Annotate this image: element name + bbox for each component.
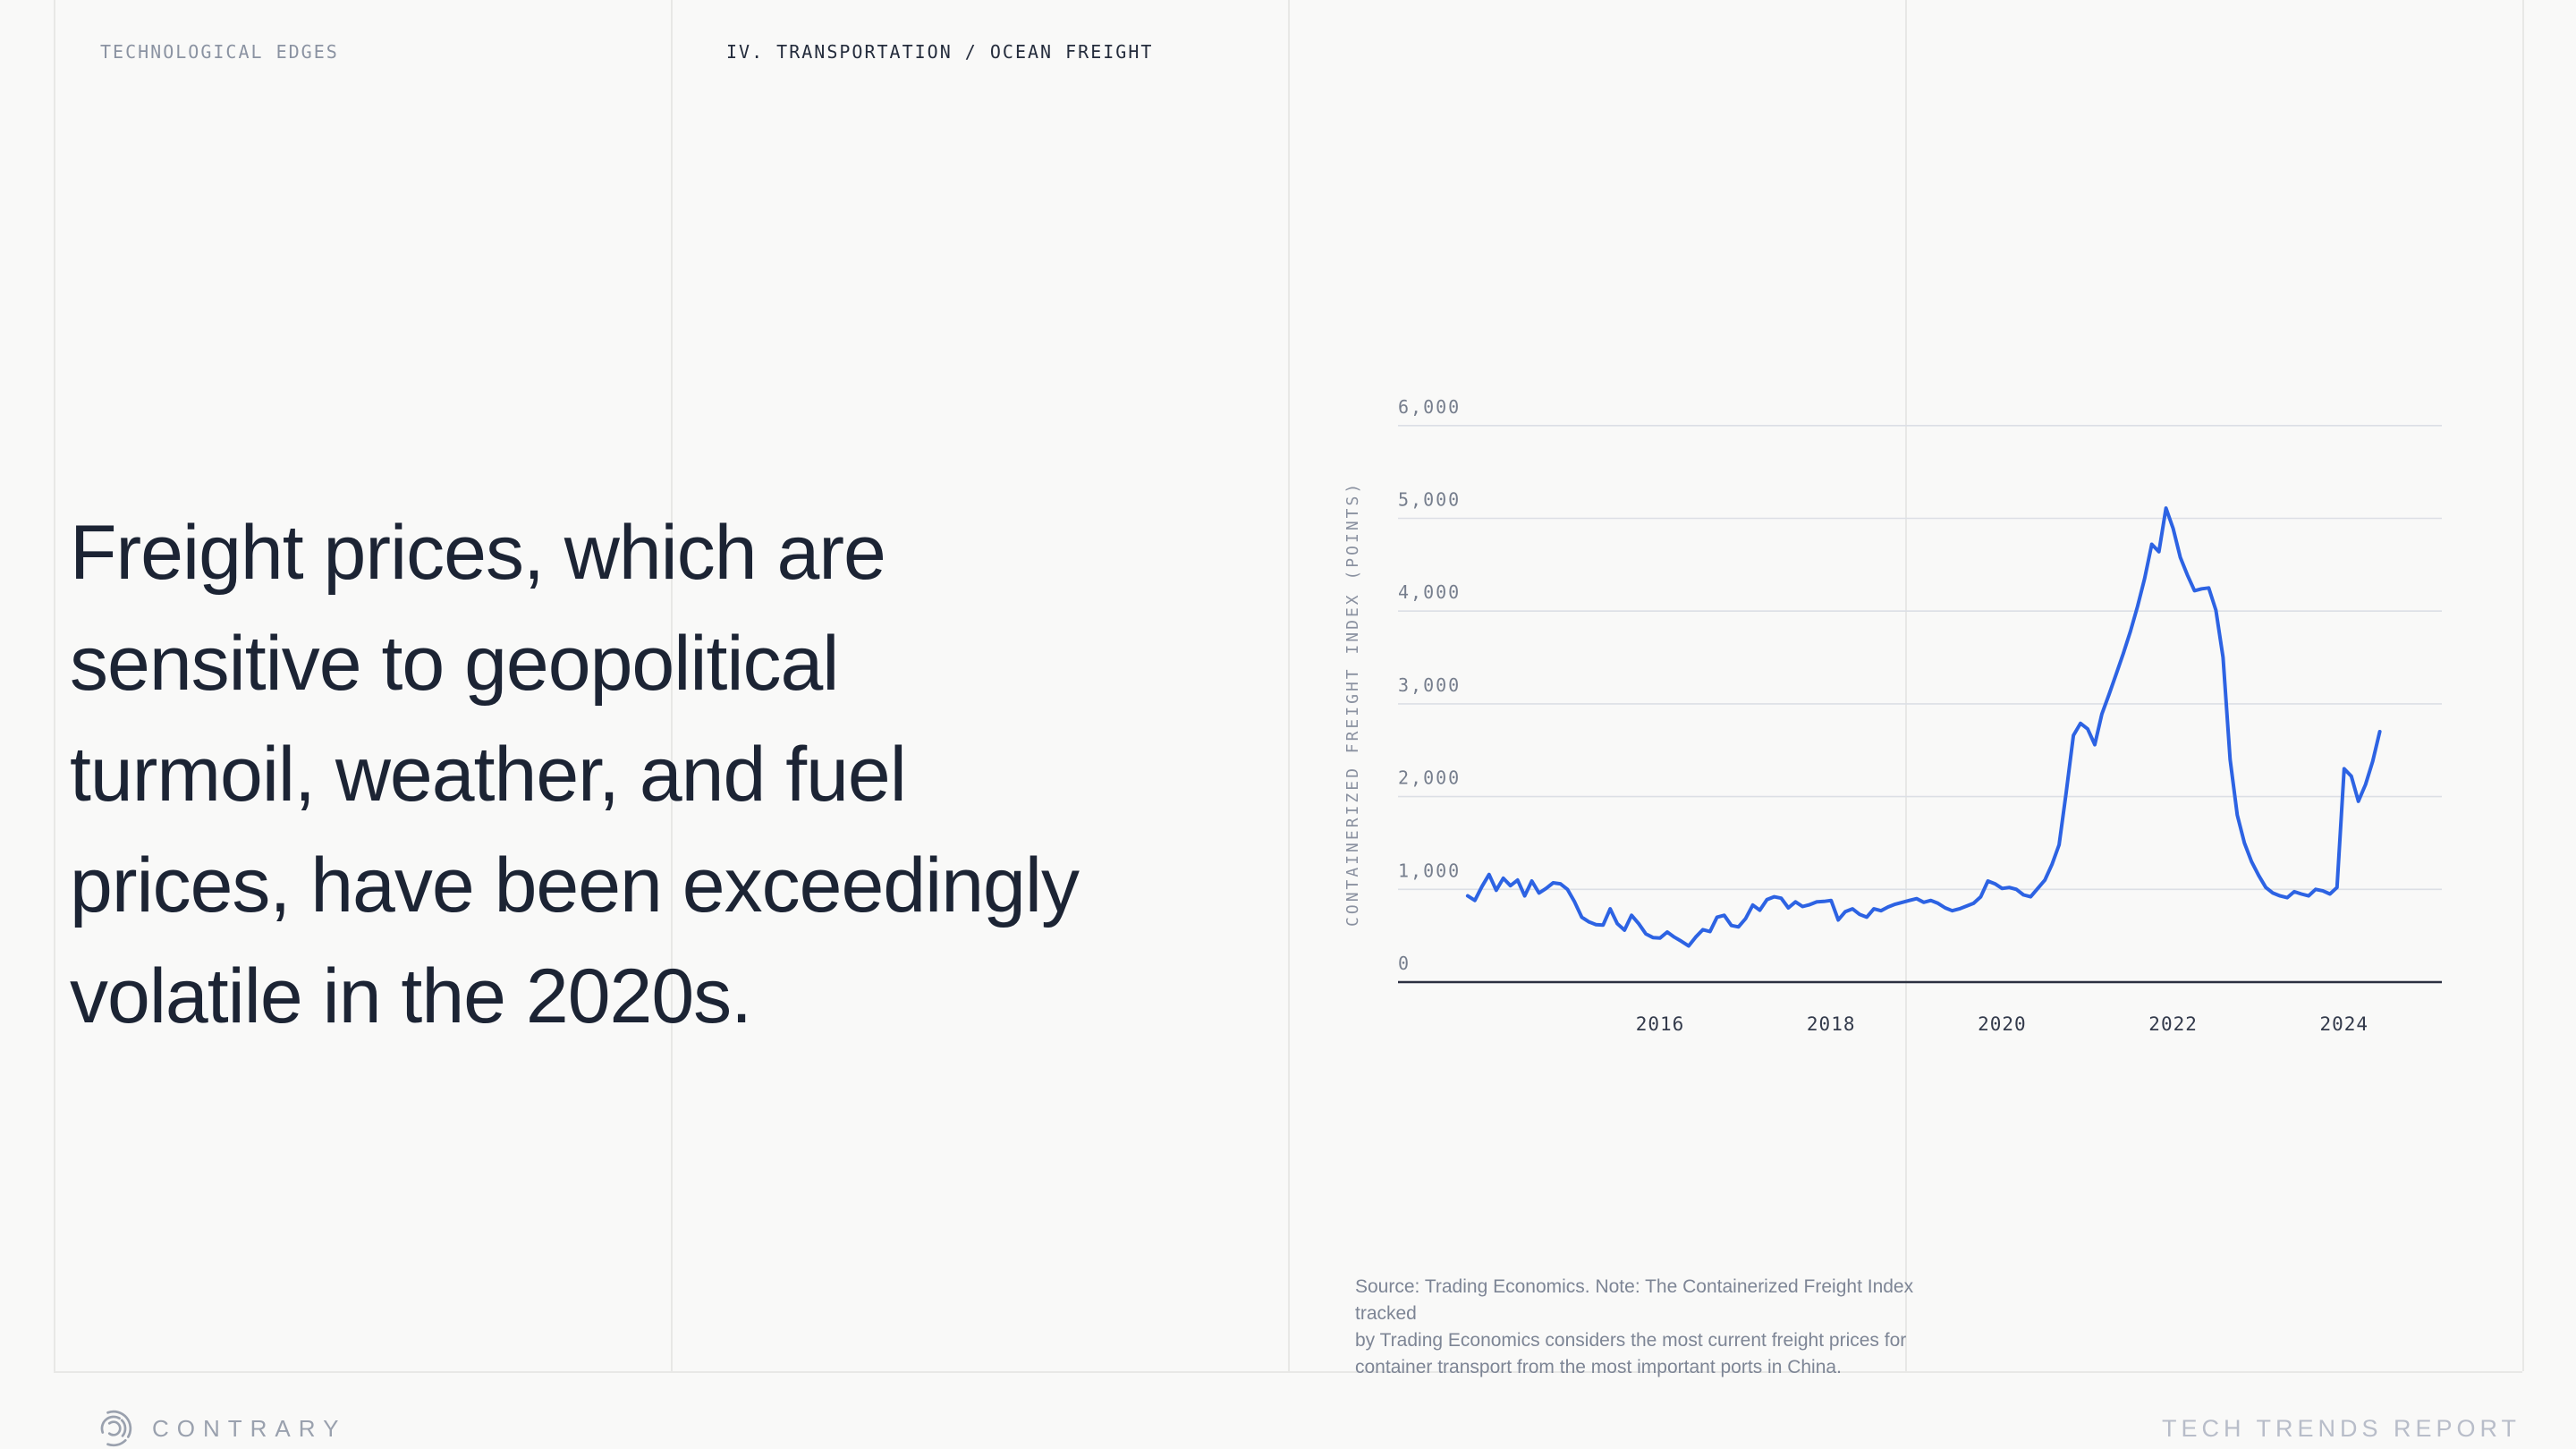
report-section-label: TECHNOLOGICAL EDGES xyxy=(100,41,339,63)
x-tick-label: 2018 xyxy=(1807,1013,1856,1035)
freight-index-chart: 6,000 5,000 4,000 3,000 2,000 1,000 0 2016 2018 2… xyxy=(1343,396,2442,1035)
y-tick-label: 1,000 xyxy=(1398,860,1461,881)
slide-headline: Freight prices, which are sensitive to g… xyxy=(70,510,1080,1039)
logo-arc xyxy=(100,1415,121,1434)
footer-divider xyxy=(54,1371,2522,1373)
y-tick-label: 3,000 xyxy=(1398,674,1461,696)
column-divider-3 xyxy=(1905,0,1907,1371)
chapter-breadcrumb: IV. TRANSPORTATION / OCEAN FREIGHT xyxy=(726,41,1154,63)
y-tick-label: 4,000 xyxy=(1398,581,1461,603)
logo-arc xyxy=(120,1419,127,1437)
logo-arc xyxy=(106,1438,127,1447)
freight-index-line xyxy=(1465,506,2382,948)
x-tick-label: 2020 xyxy=(1978,1013,2027,1035)
x-tick-label: 2016 xyxy=(1636,1013,1685,1035)
footer-brand: CONTRARY xyxy=(93,1408,346,1449)
column-divider-2 xyxy=(1288,0,1290,1371)
y-tick-label: 6,000 xyxy=(1398,396,1461,418)
frame-left-divider xyxy=(54,0,55,1371)
frame-right-divider xyxy=(2522,0,2524,1371)
logo-arc xyxy=(107,1420,122,1436)
brand-wordmark: CONTRARY xyxy=(152,1414,347,1442)
y-tick-label: 2,000 xyxy=(1398,767,1461,789)
x-tick-label: 2024 xyxy=(2320,1013,2369,1035)
y-tick-label: 0 xyxy=(1398,953,1411,974)
report-title: TECH TRENDS REPORT xyxy=(2161,1415,2521,1442)
y-tick-label: 5,000 xyxy=(1398,489,1461,511)
contrary-logo-icon xyxy=(100,1410,132,1447)
x-tick-label: 2022 xyxy=(2148,1013,2198,1035)
chart-source-note: Source: Trading Economics. Note: The Con… xyxy=(1355,1276,1914,1377)
y-axis-title: CONTAINERIZED FREIGHT INDEX (POINTS) xyxy=(1343,481,1362,927)
logo-arc xyxy=(106,1410,132,1438)
column-divider-1 xyxy=(671,0,673,1371)
